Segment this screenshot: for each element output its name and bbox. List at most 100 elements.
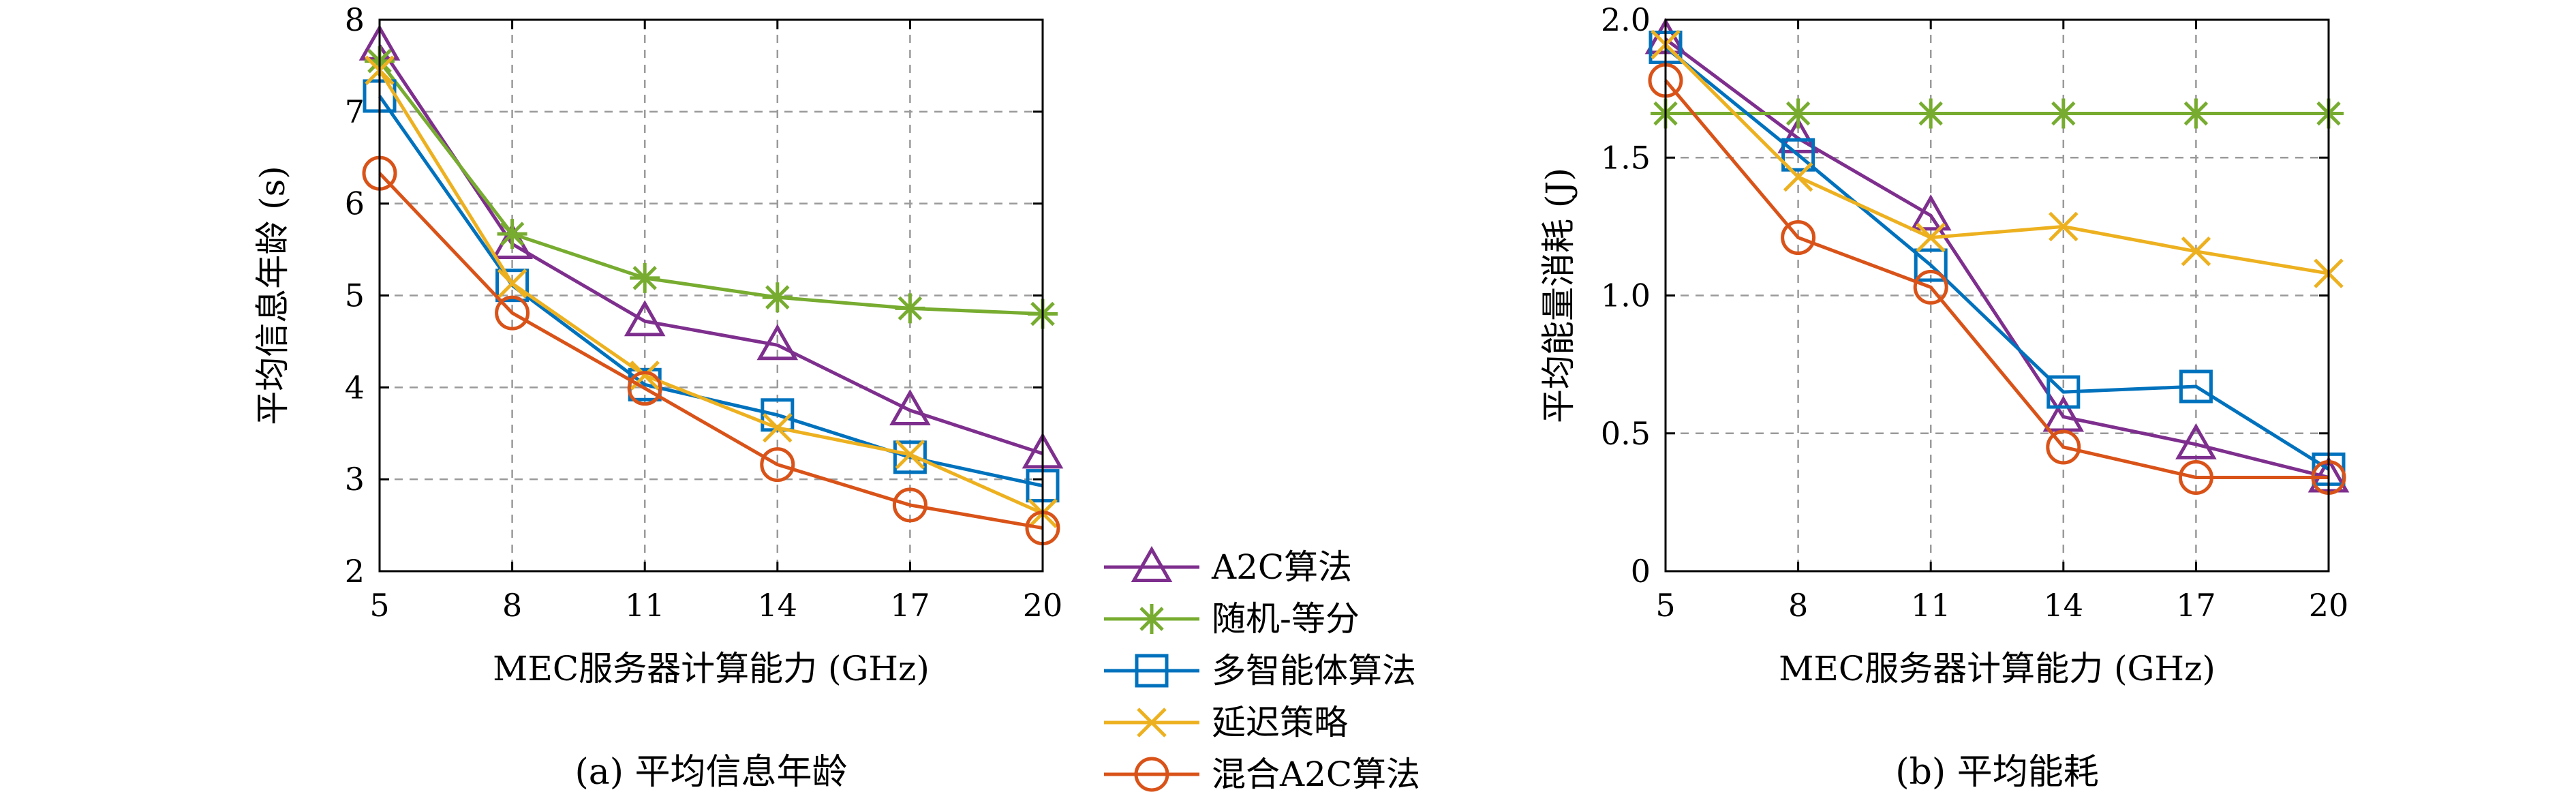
panel-caption: (a) 平均信息年龄 [574,752,847,793]
data-point [2181,237,2211,267]
data-point [1783,98,1813,129]
y-tick-label: 5 [345,277,365,314]
y-tick-label: 4 [345,369,365,406]
y-axis-label: 平均能量消耗 (J) [1539,168,1578,423]
x-tick-label: 17 [2176,587,2216,624]
x-axis-label: MEC服务器计算能力 (GHz) [493,649,930,688]
data-point [2178,459,2213,495]
x-tick-label: 14 [2044,587,2084,624]
x-tick-label: 11 [1911,587,1951,624]
data-point [756,324,799,361]
axes-frame [1664,18,2330,573]
x-tick-label: 5 [369,587,389,624]
legend-label: 延迟策略 [1212,703,1348,742]
data-point [895,439,925,470]
data-point [762,282,793,313]
data-point [1913,269,1948,305]
legend-label: 混合A2C算法 [1212,755,1420,794]
series-line [378,44,1043,455]
y-tick-label: 1.5 [1601,139,1651,176]
legend-item: 多智能体算法 [1104,651,1416,690]
legend-marker [1131,545,1173,582]
legend-marker [1134,757,1169,792]
y-tick-label: 7 [345,93,365,130]
data-point [889,389,931,426]
series-line [1664,79,2329,479]
y-tick-label: 1.0 [1601,277,1651,314]
data-point [1910,194,1952,231]
data-point [1914,248,1948,282]
legend-item: A2C算法 [1104,545,1352,587]
x-tick-label: 20 [2309,587,2349,624]
x-tick-label: 14 [758,587,798,624]
series-line [1664,43,2329,275]
data-point [495,295,530,331]
data-point [892,487,927,523]
y-tick-label: 0.5 [1601,415,1651,452]
axes-frame [378,18,1044,573]
data-point [2048,98,2079,129]
x-tick-label: 8 [1788,587,1808,624]
series-line [378,95,1043,488]
data-point [497,219,527,249]
panel-b: 5 8 11 14 17 20 0 0.5 1.0 1.5 2.0 MEC服务器计算能力 (GHz) 平… [1539,1,2350,793]
legend-marker [1135,654,1169,688]
data-point [2046,375,2081,409]
data-point [2049,211,2079,242]
data-point [2175,423,2217,459]
data-point [2179,369,2213,404]
series-混合A2C算法 [1648,63,2346,495]
panel-caption: (b) 平均能耗 [1895,752,2098,793]
series-延迟策略 [1651,29,2344,288]
data-point [2046,429,2081,465]
y-tick-label: 2 [345,553,365,590]
data-point [893,440,927,474]
data-point [1783,162,1813,192]
x-tick-label: 17 [890,587,930,624]
data-point [763,412,793,443]
series-A2C算法 [1644,18,2350,493]
series-line [378,69,1044,515]
y-tick-label: 8 [345,1,365,38]
y-tick-label: 0 [1631,553,1651,590]
data-point [1781,138,1815,172]
x-tick-label: 5 [1655,587,1675,624]
series-line [1664,37,2329,479]
data-point [1916,98,1946,129]
legend-box [1097,538,1531,802]
data-point [630,262,660,293]
series-line [1664,46,2330,471]
series-line [378,172,1043,530]
data-point [1781,220,1816,256]
y-axis-label: 平均信息年龄 (s) [253,166,292,425]
legend-label: 随机-等分 [1212,599,1360,639]
data-point [497,269,527,299]
series-line [378,60,1043,316]
data-point [2181,98,2211,129]
legend-item: 随机-等分 [1104,599,1360,639]
legend-item: 延迟策略 [1104,703,1348,742]
x-tick-label: 8 [502,587,522,624]
data-point [1916,222,1946,253]
legend-label: A2C算法 [1211,547,1352,587]
data-point [760,447,795,483]
y-tick-label: 2.0 [1601,1,1651,38]
x-tick-label: 11 [625,587,665,624]
data-point [895,293,925,324]
data-point [1777,117,1819,153]
x-axis-label: MEC服务器计算能力 (GHz) [1779,649,2215,688]
data-point [495,269,530,303]
data-point [624,300,666,337]
legend-label: 多智能体算法 [1212,651,1416,690]
series-混合A2C算法 [362,155,1060,546]
y-tick-label: 6 [345,185,365,222]
legend-item: 混合A2C算法 [1104,755,1420,794]
y-tick-label: 3 [345,461,365,498]
legend-marker [1137,708,1167,738]
x-tick-label: 20 [1023,587,1063,624]
data-point [627,371,662,406]
legend-marker [1137,604,1167,634]
